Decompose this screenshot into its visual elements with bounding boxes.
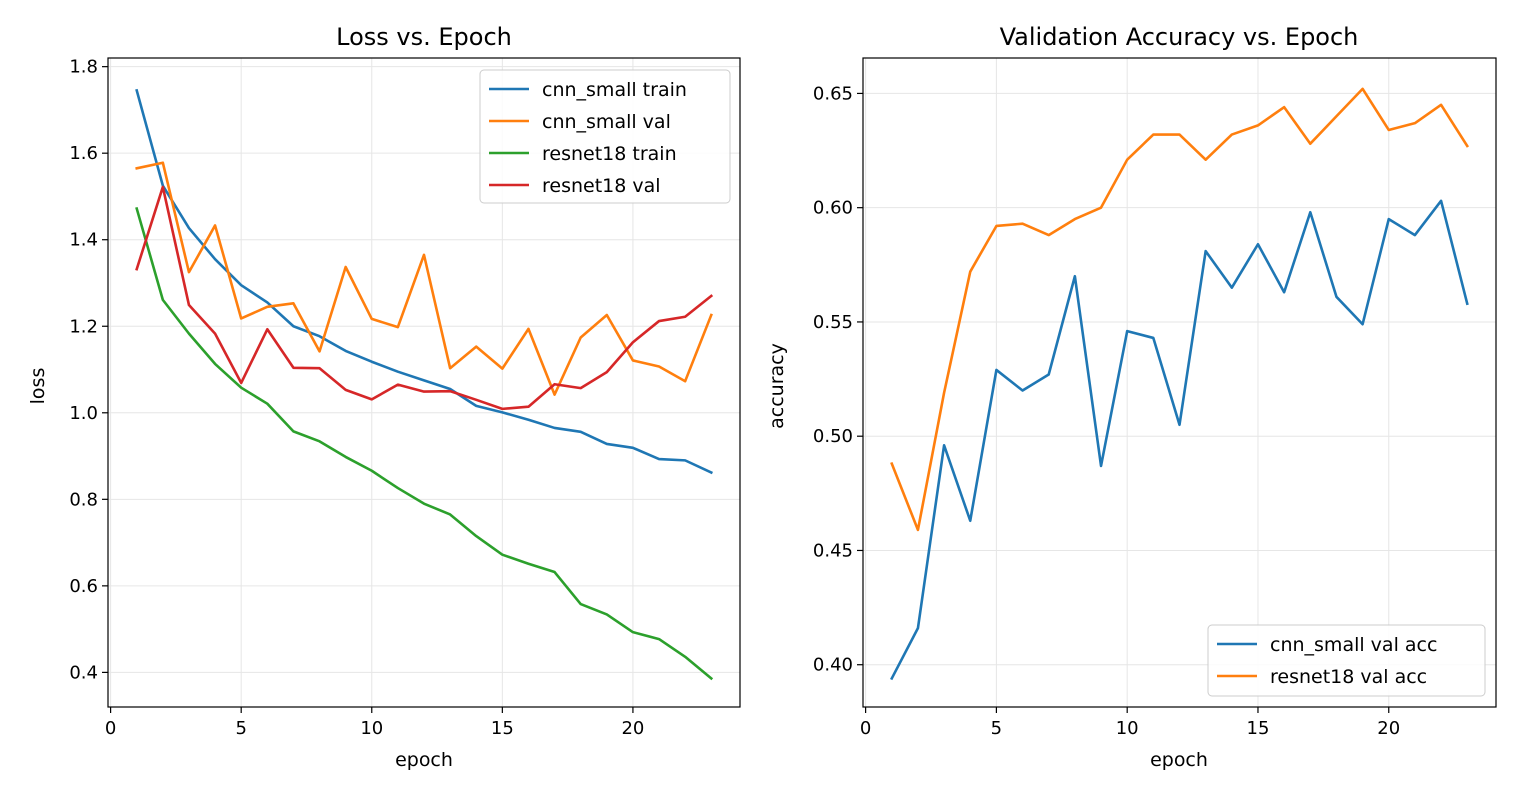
legend-entry: cnn_small train <box>542 79 687 101</box>
legend-entry: resnet18 train <box>542 143 677 165</box>
chart-title: Validation Accuracy vs. Epoch <box>1000 23 1359 51</box>
x-tick-label: 5 <box>235 718 246 739</box>
accuracy-chart: Validation Accuracy vs. Epoch epoch accu… <box>766 23 1497 771</box>
x-tick-label: 10 <box>360 718 383 739</box>
y-tick-label: 0.65 <box>813 83 853 104</box>
y-tick-label: 0.55 <box>813 312 853 333</box>
series-line <box>135 88 713 475</box>
legend-frame <box>1207 624 1486 697</box>
y-tick-label: 1.8 <box>69 57 98 78</box>
series-line <box>890 87 1470 532</box>
series-line <box>135 185 714 411</box>
y-tick-label: 0.60 <box>813 198 853 219</box>
legend: cnn_small val acc resnet18 val acc <box>1207 624 1486 697</box>
x-axis-label: epoch <box>395 749 453 771</box>
series-line <box>135 206 714 681</box>
y-axis-label: loss <box>27 368 49 405</box>
x-tick-label: 5 <box>991 718 1002 739</box>
x-tick-label: 20 <box>621 718 644 739</box>
chart-title: Loss vs. Epoch <box>336 23 512 51</box>
series-line <box>890 199 1469 681</box>
series-line <box>135 161 713 396</box>
legend-entry: cnn_small val <box>542 111 671 133</box>
y-tick-label: 1.2 <box>69 316 98 337</box>
y-tick-label: 0.4 <box>69 662 98 683</box>
y-axis-label: accuracy <box>766 343 788 429</box>
x-tick-label: 20 <box>1377 718 1400 739</box>
x-tick-label: 10 <box>1116 718 1139 739</box>
y-tick-label: 0.6 <box>69 576 98 597</box>
y-tick-label: 1.6 <box>69 143 98 164</box>
y-tick-label: 0.50 <box>813 426 853 447</box>
x-tick-label: 0 <box>105 718 116 739</box>
x-tick-label: 15 <box>1247 718 1270 739</box>
y-tick-label: 1.4 <box>69 230 98 251</box>
y-tick-label: 0.40 <box>813 655 853 676</box>
x-tick-label: 15 <box>491 718 514 739</box>
loss-chart: Loss vs. Epoch epoch loss 0 5 10 15 20 0.4 0.6… <box>27 23 741 771</box>
plot-frame <box>107 57 741 708</box>
legend-entry: cnn_small val acc <box>1270 634 1437 656</box>
legend-entry: resnet18 val acc <box>1270 666 1427 688</box>
plot-frame <box>862 57 1497 708</box>
x-axis-label: epoch <box>1150 749 1208 771</box>
legend-frame <box>479 69 731 204</box>
y-tick-label: 1.0 <box>69 403 98 424</box>
y-tick-label: 0.8 <box>69 489 98 510</box>
y-tick-label: 0.45 <box>813 540 853 561</box>
legend: cnn_small train cnn_small val resnet18 tra… <box>479 69 731 204</box>
legend-entry: resnet18 val <box>542 175 661 197</box>
x-tick-label: 0 <box>860 718 871 739</box>
